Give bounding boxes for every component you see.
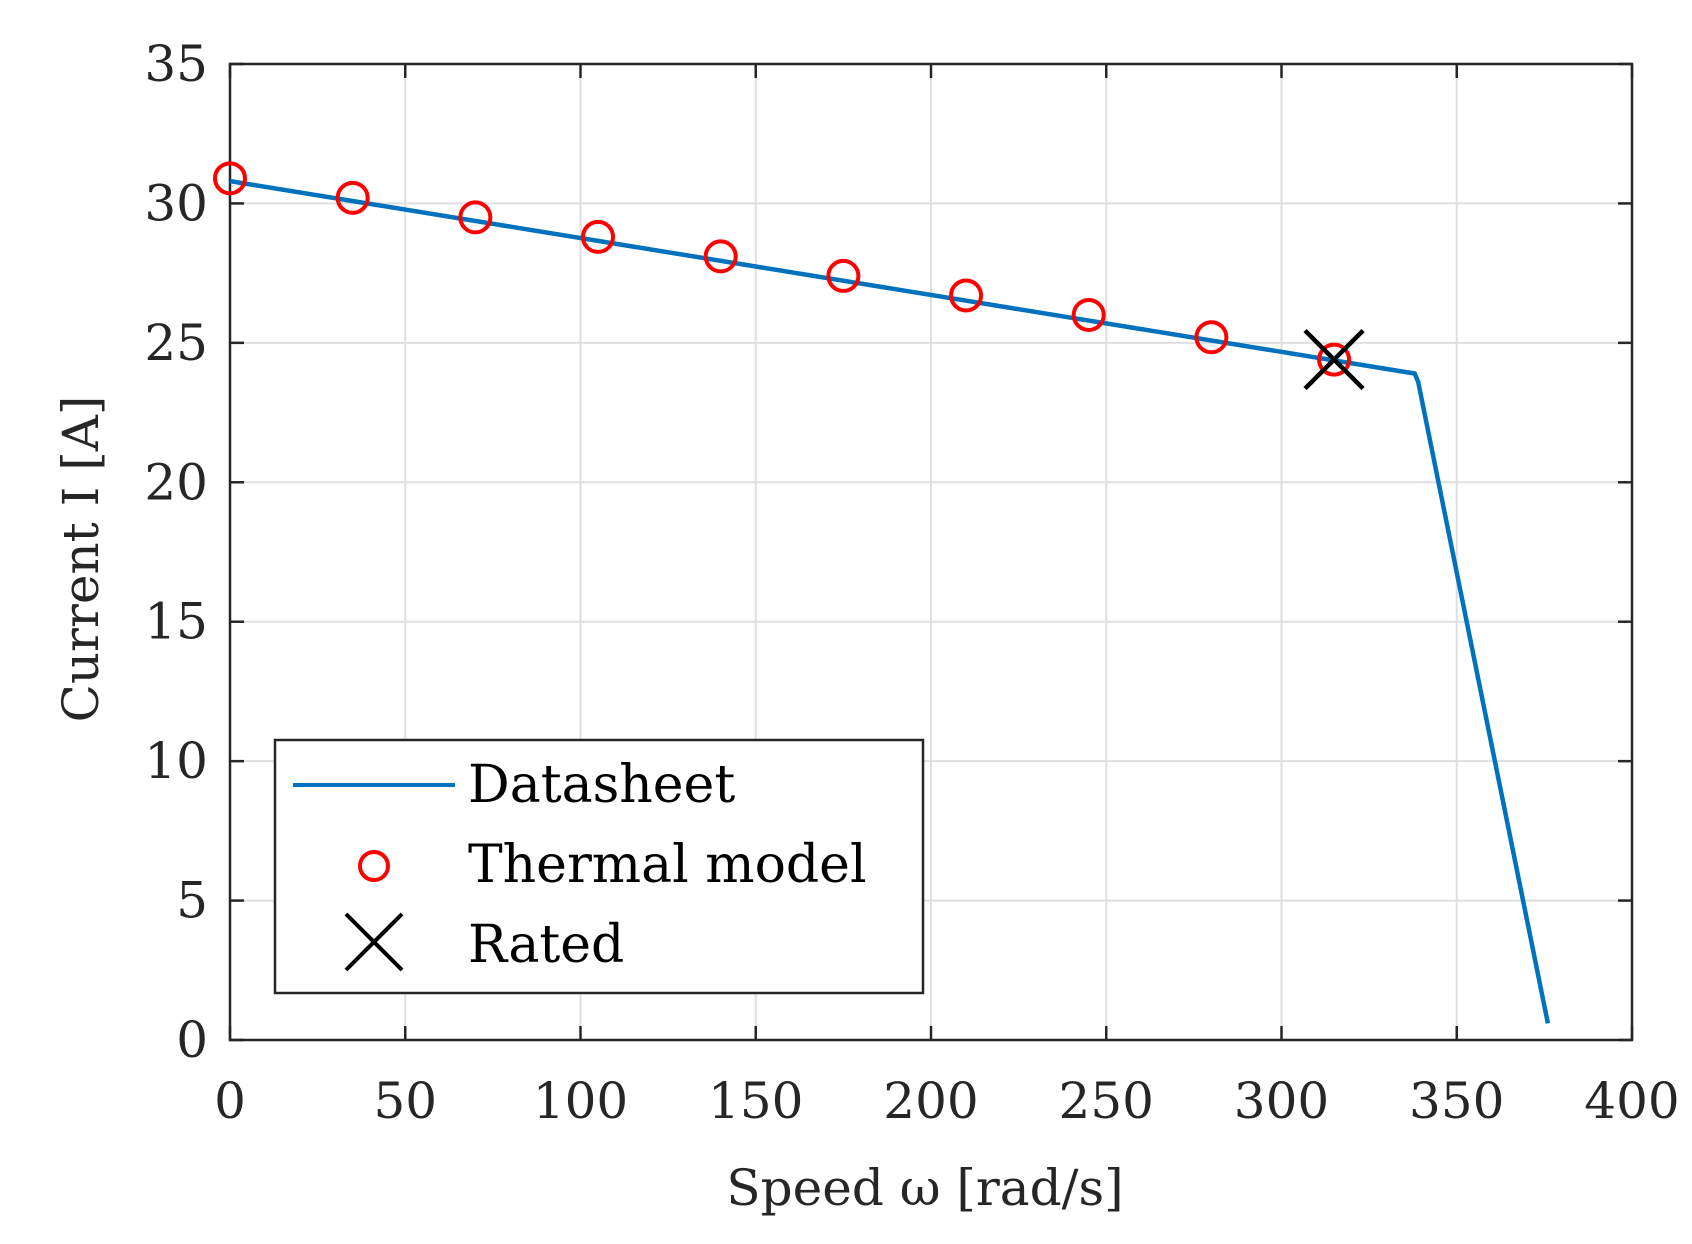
y-tick-label: 35 — [144, 35, 208, 93]
rated-point — [1303, 328, 1365, 391]
thermal-model-point — [949, 278, 984, 313]
x-tick-label: 100 — [533, 1072, 628, 1130]
legend-label-datasheet: Datasheet — [468, 755, 735, 815]
legend: Datasheet Thermal model Rated — [273, 738, 925, 995]
legend-swatch-thermal-model — [358, 850, 390, 882]
y-tick-label: 5 — [176, 872, 208, 930]
x-tick-label: 400 — [1584, 1072, 1679, 1130]
y-tick-label: 15 — [144, 593, 208, 651]
legend-label-thermal-model: Thermal model — [468, 835, 867, 895]
y-tick-label: 20 — [144, 453, 208, 511]
thermal-model-point — [1194, 320, 1229, 355]
x-tick-label: 300 — [1234, 1072, 1329, 1130]
x-axis-title: Speed ω [rad/s] — [726, 1159, 1123, 1217]
y-tick-label: 0 — [176, 1011, 208, 1069]
x-tick-label: 150 — [708, 1072, 803, 1130]
y-axis-tick-labels: 0 5 10 15 20 25 30 35 — [144, 35, 208, 1069]
x-tick-label: 350 — [1409, 1072, 1504, 1130]
x-tick-label: 50 — [373, 1072, 437, 1130]
legend-swatch-rated — [344, 912, 404, 972]
x-tick-label: 0 — [214, 1072, 246, 1130]
y-tick-label: 30 — [144, 174, 208, 232]
thermal-model-point — [703, 239, 738, 274]
thermal-model-point — [213, 161, 247, 196]
axis-ticks — [228, 62, 1634, 1042]
thermal-model-point — [335, 180, 370, 215]
thermal-model-point — [581, 219, 616, 254]
y-tick-label: 10 — [144, 732, 208, 790]
legend-label-rated: Rated — [468, 915, 624, 975]
y-tick-label: 25 — [144, 314, 208, 372]
thermal-model-point — [1071, 297, 1106, 332]
thermal-model-point — [1317, 342, 1352, 377]
series-layer — [213, 161, 1551, 1024]
thermal-model-point — [458, 200, 493, 235]
x-tick-label: 200 — [883, 1072, 978, 1130]
x-tick-label: 250 — [1059, 1072, 1154, 1130]
x-axis-tick-labels: 0 50 100 150 200 250 300 350 400 — [214, 1072, 1680, 1130]
y-axis-title: Current I [A] — [52, 396, 110, 723]
series-line-datasheet — [229, 178, 1551, 1024]
thermal-model-point — [826, 258, 861, 293]
